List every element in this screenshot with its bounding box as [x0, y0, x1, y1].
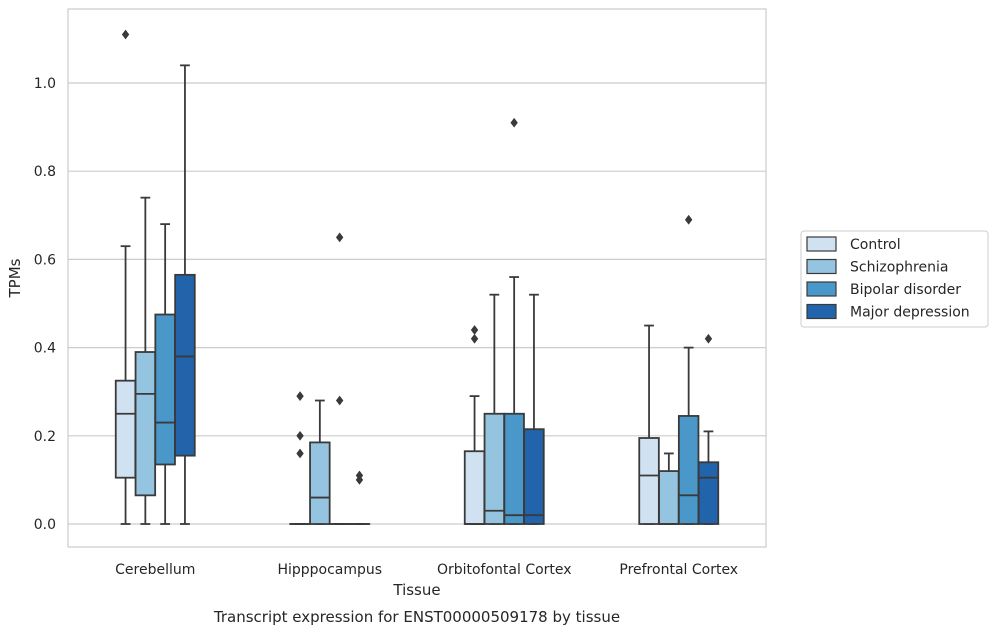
y-tick-label: 0.2 — [34, 429, 56, 445]
outlier-point — [470, 333, 479, 344]
legend: Control Schizophrenia Bipolar disorder Majo… — [800, 230, 989, 328]
legend-label: Schizophrenia — [850, 260, 948, 276]
legend-swatch — [806, 258, 837, 275]
legend-label: Control — [850, 237, 901, 253]
outlier-point — [296, 430, 304, 441]
box-groups — [114, 29, 720, 525]
box — [463, 450, 486, 525]
x-tick-label: Prefrontal Cortex — [619, 562, 738, 578]
box — [503, 412, 525, 525]
y-tick-label: 1.0 — [34, 76, 56, 92]
y-axis-label: TPMs — [6, 258, 24, 298]
outlier-point — [296, 448, 304, 459]
legend-label: Major depression — [850, 305, 970, 321]
box — [154, 313, 176, 466]
x-tick-label: Cerebellum — [115, 562, 195, 578]
y-tick-label: 0.4 — [34, 341, 56, 357]
y-tick-label: 0.8 — [34, 164, 56, 180]
box-group — [289, 232, 371, 525]
legend-swatch — [806, 281, 837, 297]
box — [134, 351, 157, 497]
plot-frame — [67, 8, 767, 548]
x-tick-label: Hipppocampus — [277, 562, 382, 578]
box — [174, 273, 196, 457]
x-tick-label: Orbitofontal Cortex — [437, 562, 572, 578]
box — [309, 441, 331, 525]
box — [523, 428, 545, 525]
outlier-point — [335, 232, 344, 243]
box-group — [638, 214, 720, 525]
box-group — [114, 29, 196, 525]
box — [483, 412, 506, 525]
outlier-point — [296, 391, 304, 401]
chart-caption: Transcript expression for ENST0000050917… — [213, 608, 620, 626]
box — [658, 470, 680, 525]
outlier-point — [704, 333, 713, 344]
legend-frame — [800, 230, 989, 328]
y-tick-labels: 0.0 0.2 0.4 0.6 0.8 1.0 — [34, 76, 56, 533]
box — [114, 379, 137, 479]
legend-swatch — [806, 303, 837, 320]
y-tick-label: 0.6 — [34, 252, 56, 268]
outlier-point — [335, 395, 344, 406]
box — [697, 461, 720, 525]
box — [638, 437, 660, 525]
box-group — [463, 117, 545, 525]
x-axis-label: Tissue — [392, 581, 440, 599]
outlier-point — [510, 117, 518, 128]
outlier-point — [121, 29, 130, 40]
plot-background — [68, 9, 766, 547]
box — [677, 415, 700, 525]
outlier-point — [355, 475, 364, 485]
y-tick-label: 0.0 — [34, 517, 56, 533]
legend-label: Bipolar disorder — [850, 282, 961, 298]
legend-swatch — [806, 236, 837, 252]
outlier-point — [684, 214, 693, 225]
x-tick-labels: Cerebellum Hipppocampus Orbitofontal Corte… — [115, 562, 738, 578]
